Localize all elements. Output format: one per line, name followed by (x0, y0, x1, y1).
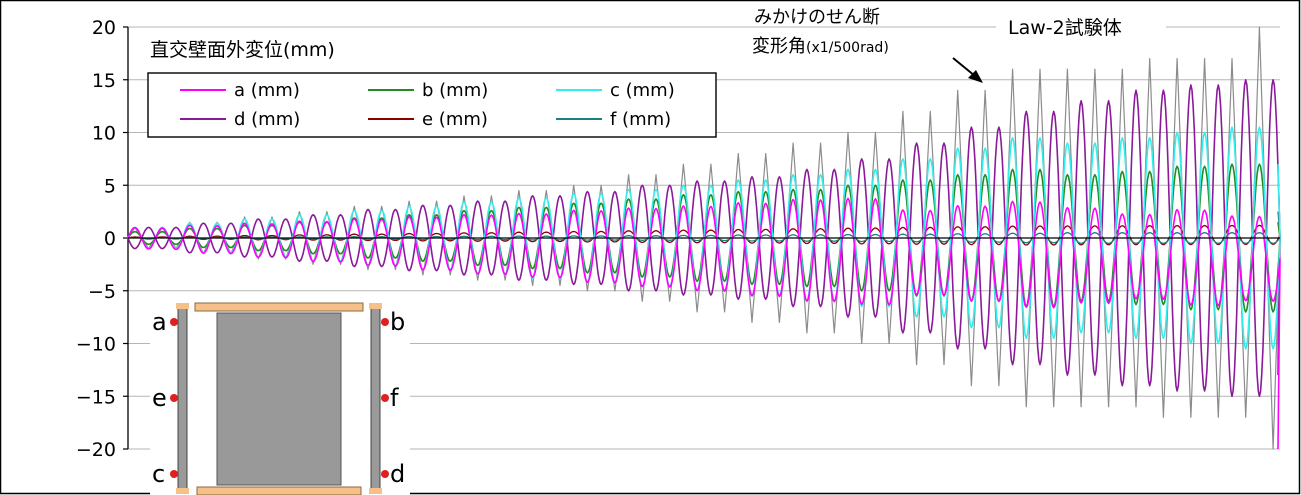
y-tick-label: 15 (92, 70, 116, 92)
right-column (370, 306, 381, 491)
sensor-c-label: c (152, 460, 165, 488)
sensor-b-label: b (390, 308, 405, 336)
overlay-label-line2: 変形角(x1/500rad) (752, 36, 889, 57)
sensor-c-marker (170, 470, 178, 478)
overlay-label-line1: みかけのせん断 (754, 7, 880, 28)
sensor-e-marker (170, 394, 178, 402)
specimen-label: Law-2試験体 (1008, 17, 1122, 39)
legend: a (mm) b (mm) c (mm) d (mm) e (mm) f (mm) (147, 72, 717, 138)
specimen-inset: a e c b f d (150, 296, 410, 495)
legend-label-d: d (mm) (234, 109, 300, 130)
series-line-a (127, 197, 1281, 450)
legend-label-e: e (mm) (422, 109, 488, 130)
legend-box (147, 72, 717, 138)
right-column-cap-top (369, 303, 382, 309)
top-beam (194, 302, 364, 312)
bottom-beam (196, 486, 362, 495)
overlay-label-main: 変形角 (752, 36, 806, 57)
sensor-d-marker (381, 470, 389, 478)
chart-title: 直交壁面外変位(mm) (150, 39, 335, 61)
sensor-e-label: e (152, 384, 167, 412)
overlay-label-unit: (x1/500rad) (806, 40, 889, 56)
left-column-cap-top (176, 303, 189, 309)
wall-panel (216, 312, 342, 486)
y-tick-label: 20 (92, 17, 116, 39)
annotation-arrow (952, 57, 983, 83)
left-column (177, 306, 188, 491)
y-tick-labels: 20 15 10 5 0 −5 −10 −15 −20 (76, 17, 128, 461)
right-column-cap-bottom (369, 488, 382, 494)
legend-label-c: c (mm) (610, 80, 675, 101)
left-column-cap-bottom (176, 488, 189, 494)
sensor-f-label: f (390, 384, 399, 412)
legend-label-a: a (mm) (234, 80, 300, 101)
y-tick-label: −20 (76, 439, 116, 461)
y-tick-label: −5 (88, 281, 116, 303)
sensor-d-label: d (390, 460, 405, 488)
sensor-f-marker (381, 394, 389, 402)
legend-label-b: b (mm) (422, 80, 488, 101)
y-tick-label: −10 (76, 334, 116, 356)
sensor-a-label: a (152, 308, 167, 336)
sensor-b-marker (381, 318, 389, 326)
specimen-label-bg (996, 13, 1166, 39)
y-tick-label: 5 (104, 175, 116, 197)
sensor-a-marker (170, 318, 178, 326)
legend-label-f: f (mm) (610, 109, 671, 130)
y-tick-label: −15 (76, 386, 116, 408)
y-tick-label: 10 (92, 123, 116, 145)
y-tick-label: 0 (104, 228, 116, 250)
